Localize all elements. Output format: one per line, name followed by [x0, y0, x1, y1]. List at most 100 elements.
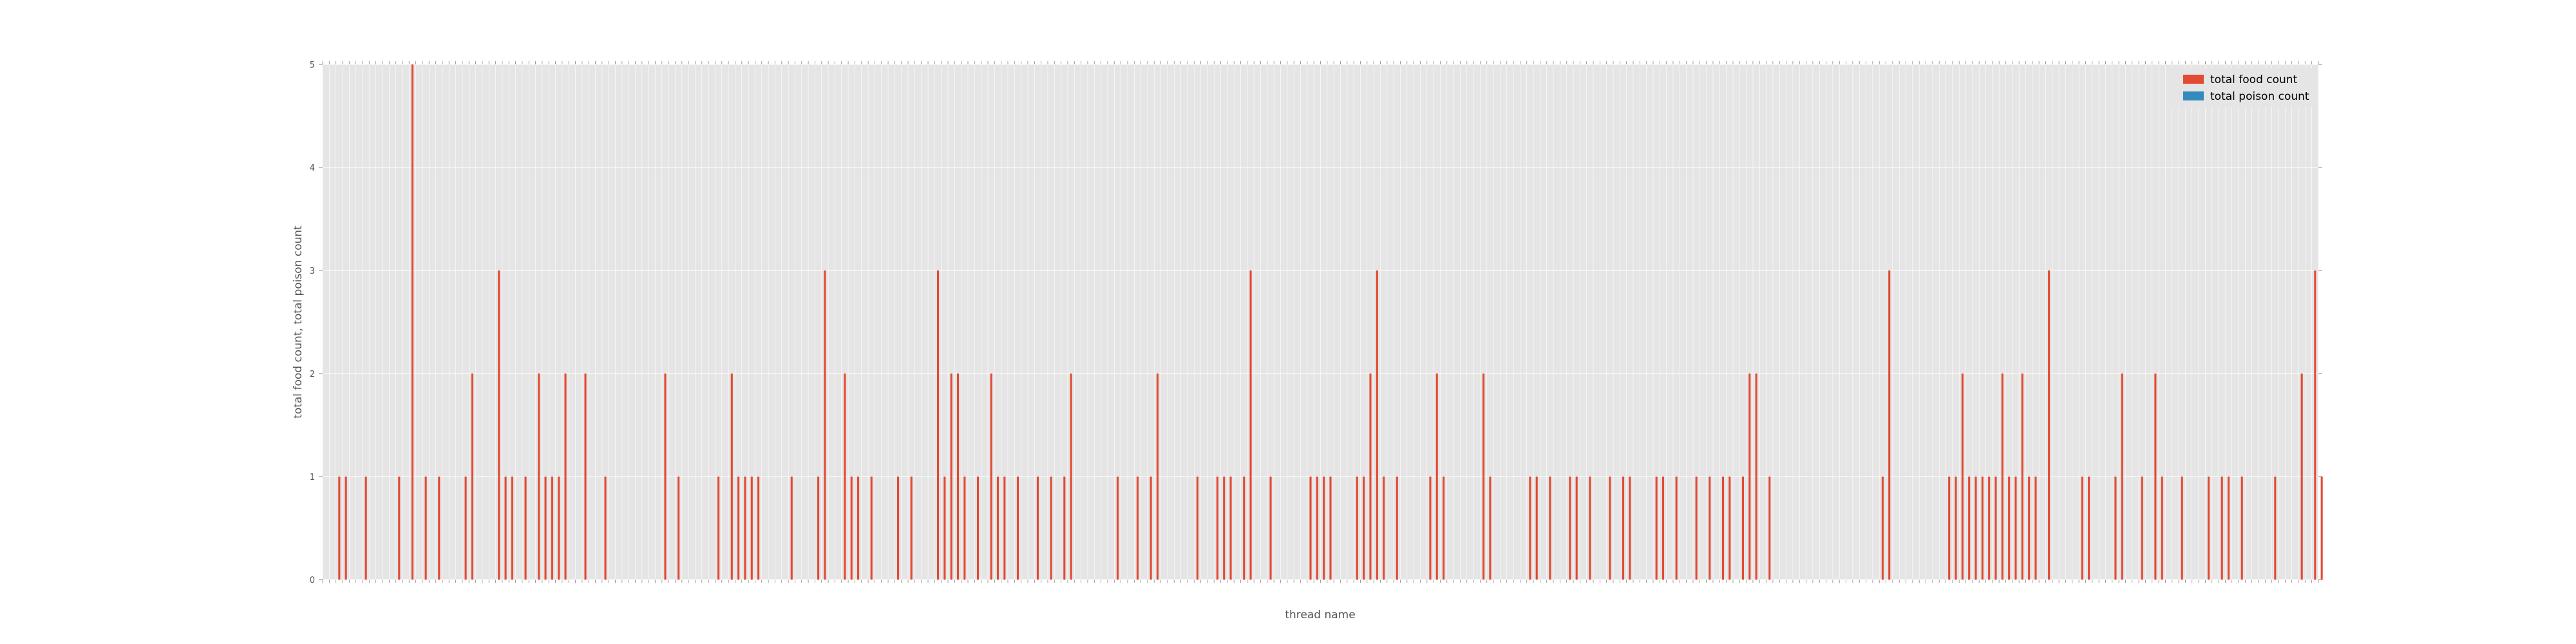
grid [323, 64, 2318, 580]
food-count-bar [1329, 477, 1332, 580]
food-count-bar [498, 270, 500, 580]
food-count-bar [2314, 270, 2316, 580]
food-count-bar [1376, 270, 1378, 580]
food-count-bar [1748, 374, 1751, 580]
legend-label-food: total food count [2210, 73, 2298, 86]
food-count-bar [844, 374, 846, 580]
food-count-bar [1070, 374, 1072, 580]
food-count-bar [1116, 477, 1119, 580]
food-count-bar [1036, 477, 1039, 580]
legend-swatch-poison [2183, 91, 2204, 100]
food-count-bar [1768, 477, 1771, 580]
food-count-bar [857, 477, 860, 580]
food-count-bar [996, 477, 999, 580]
food-count-bar [850, 477, 853, 580]
food-count-bar [1622, 477, 1625, 580]
food-count-bar [1994, 477, 1997, 580]
food-count-bar [1369, 374, 1372, 580]
food-count-bar [584, 374, 587, 580]
food-count-bar [1728, 477, 1731, 580]
food-count-bar [398, 477, 401, 580]
food-count-bar [1709, 477, 1711, 580]
food-count-bar [750, 477, 753, 580]
food-count-bar [1975, 477, 1977, 580]
food-count-bar [896, 477, 900, 580]
food-count-bar [910, 477, 913, 580]
food-count-bar [717, 477, 720, 580]
food-count-bar [1383, 477, 1385, 580]
food-count-bar [1662, 477, 1665, 580]
food-count-bar [1755, 374, 1757, 580]
food-count-bar [1356, 477, 1358, 580]
food-count-bar [411, 64, 414, 580]
food-count-bar [870, 477, 873, 580]
y-tick-label: 2 [310, 370, 315, 379]
food-count-bar [1981, 477, 1984, 580]
food-count-bar [963, 477, 966, 580]
food-count-bar [1881, 477, 1884, 580]
food-count-bar [338, 477, 341, 580]
food-count-bar [544, 477, 547, 580]
food-count-bar [1229, 477, 1232, 580]
food-count-bar [2161, 477, 2163, 580]
food-count-bar [744, 477, 746, 580]
food-count-bar [1655, 477, 1658, 580]
food-count-bar [1888, 270, 1891, 580]
food-count-bar [956, 374, 960, 580]
food-count-bar [943, 477, 946, 580]
food-count-bar [504, 477, 507, 580]
food-count-bar [1003, 477, 1006, 580]
food-count-bar [2088, 477, 2090, 580]
food-count-bar [604, 477, 607, 580]
food-count-bar [1396, 477, 1398, 580]
food-count-bar [2208, 477, 2210, 580]
y-axis-label: total food count, total poison count [292, 225, 305, 419]
food-count-bar [2181, 477, 2183, 580]
food-count-bar [1429, 477, 1432, 580]
food-count-bar [2021, 374, 2023, 580]
food-count-bar [2221, 477, 2223, 580]
food-count-bar [2034, 477, 2037, 580]
food-count-bar [1156, 374, 1159, 580]
food-count-bar [1489, 477, 1492, 580]
food-count-bar [1443, 477, 1445, 580]
food-count-bar [817, 477, 820, 580]
food-count-bar [2014, 477, 2017, 580]
food-count-bar [1609, 477, 1611, 580]
food-count-bar [1136, 477, 1139, 580]
food-count-bar [524, 477, 527, 580]
food-count-bar [1988, 477, 1991, 580]
food-count-bar [1961, 374, 1964, 580]
food-count-bar [345, 477, 347, 580]
legend: total food count total poison count [2169, 68, 2312, 107]
food-count-bar [2028, 477, 2031, 580]
food-count-bar [790, 477, 793, 580]
bars [338, 64, 2323, 580]
food-count-bar [1150, 477, 1152, 580]
food-count-bar [664, 374, 667, 580]
food-count-bar [1435, 374, 1438, 580]
food-count-bar [1535, 477, 1538, 580]
food-count-bar [2300, 374, 2303, 580]
legend-label-poison: total poison count [2210, 90, 2309, 103]
y-tick-label: 5 [310, 61, 315, 70]
food-count-bar [511, 477, 513, 580]
y-tick-label: 3 [310, 267, 315, 276]
food-count-bar [2001, 374, 2003, 580]
food-count-bar [824, 270, 826, 580]
food-count-bar [1721, 477, 1725, 580]
food-count-bar [1309, 477, 1312, 580]
food-count-bar [424, 477, 427, 580]
food-count-bar [1569, 477, 1571, 580]
food-count-bar [1955, 477, 1957, 580]
food-count-bar [2274, 477, 2277, 580]
food-count-bar [1549, 477, 1551, 580]
food-count-bar [2114, 477, 2117, 580]
food-count-bar [1223, 477, 1226, 580]
food-count-bar [1482, 374, 1485, 580]
food-count-bar [2320, 477, 2323, 580]
food-count-bar [737, 477, 740, 580]
food-count-bar [1629, 477, 1631, 580]
food-count-bar [1050, 477, 1052, 580]
